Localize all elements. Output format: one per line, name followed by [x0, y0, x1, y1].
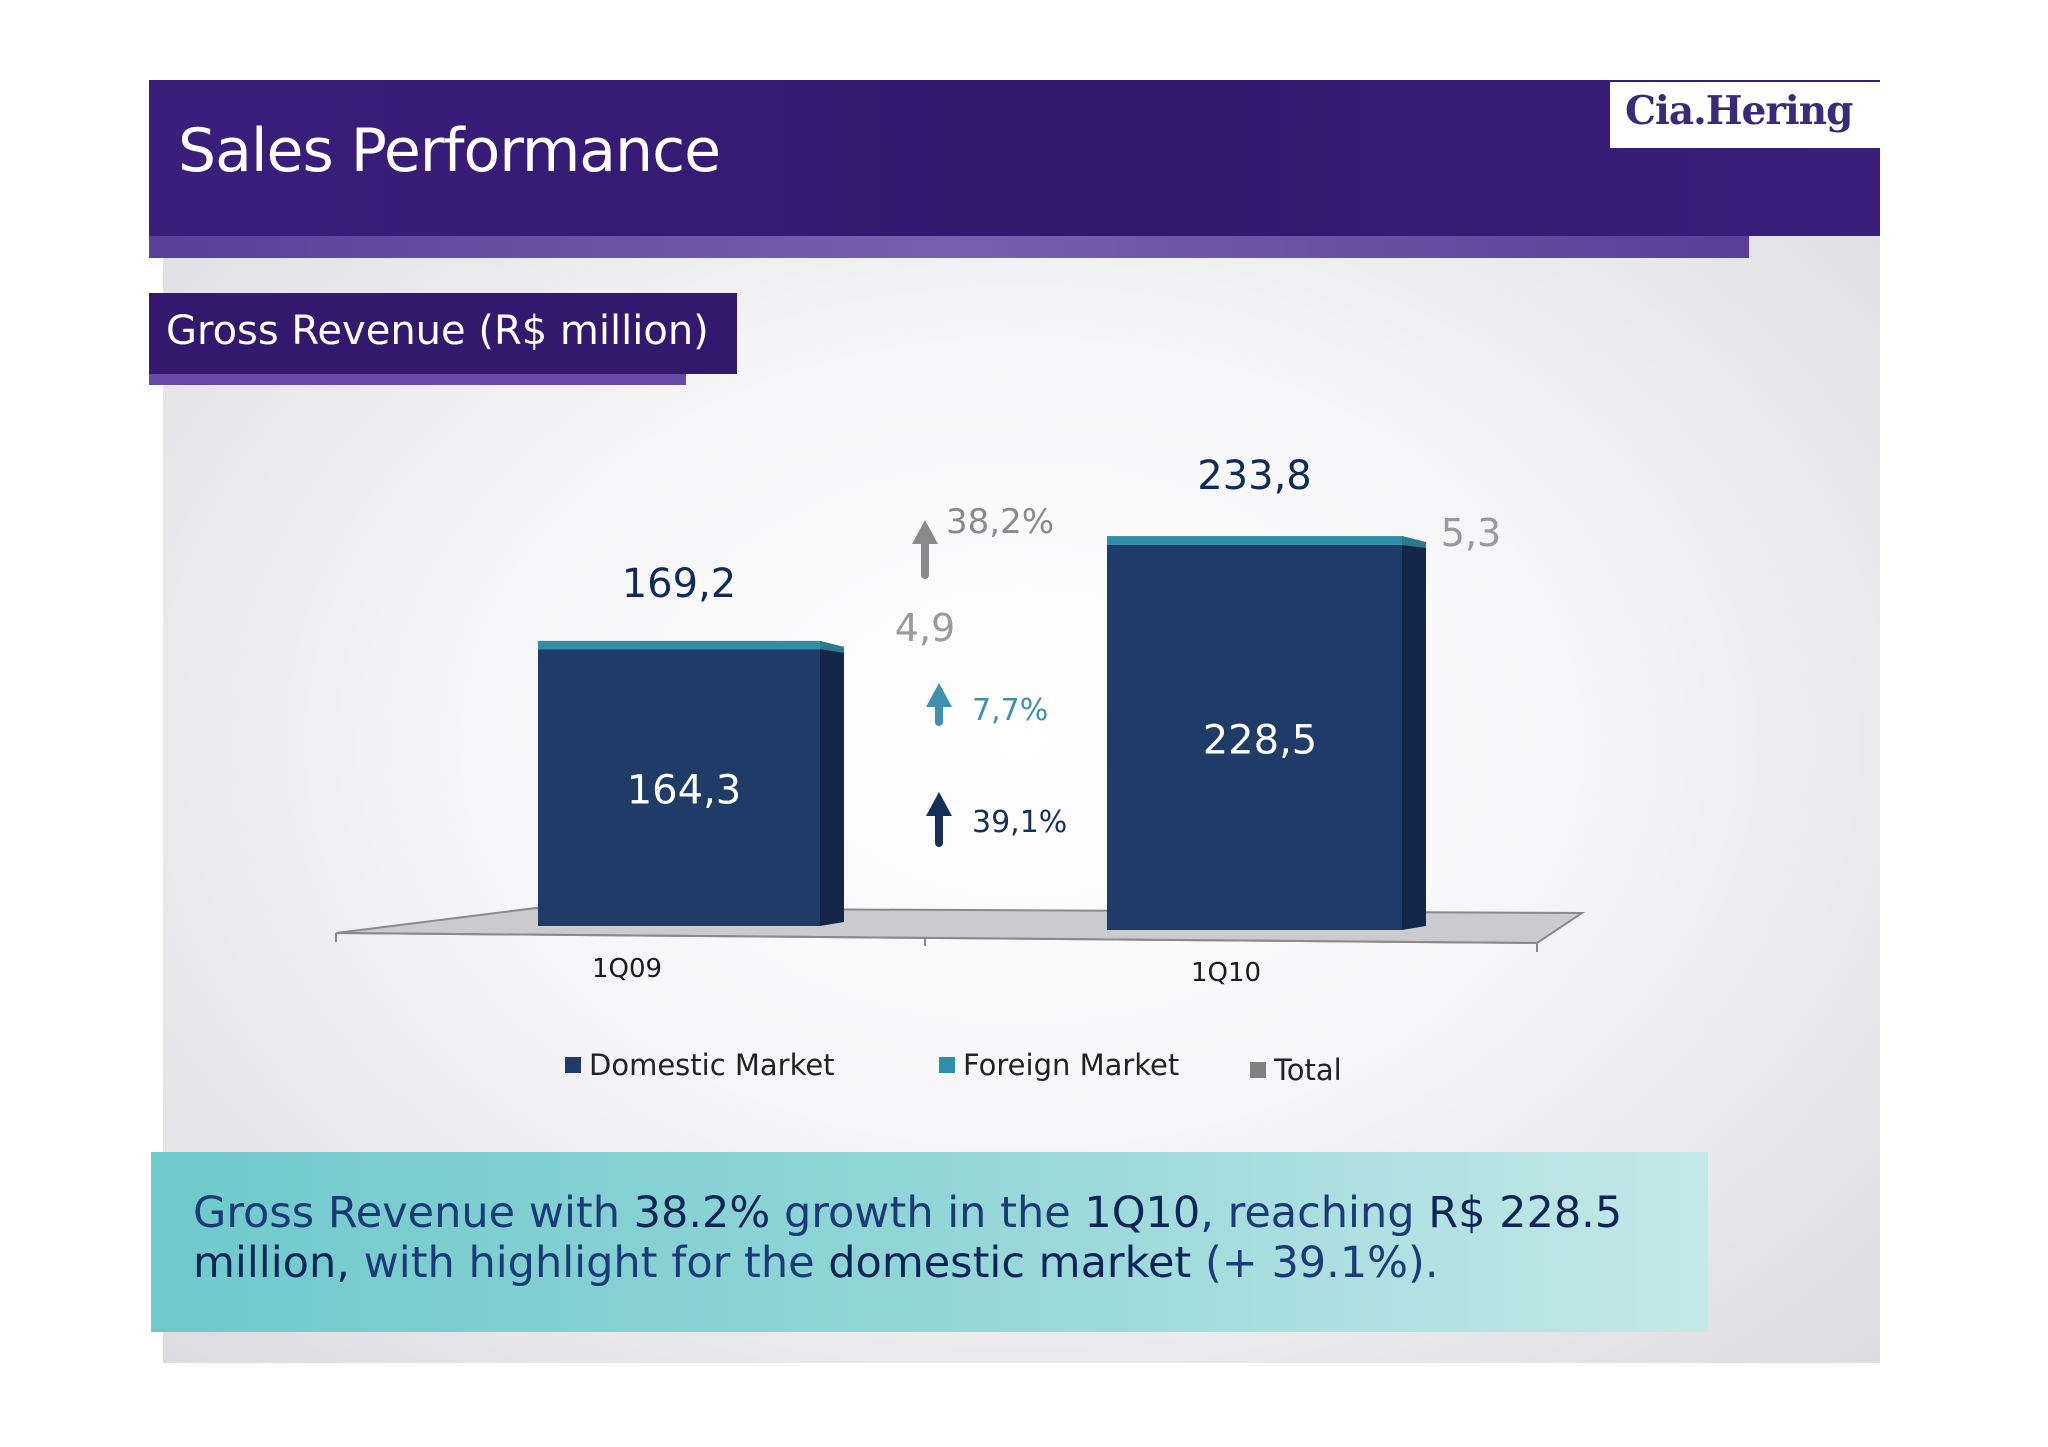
bar-foreign-side	[1402, 536, 1426, 549]
legend-foreign-label: Foreign Market	[963, 1048, 1180, 1082]
growth-label: 38,2%	[946, 502, 1054, 542]
bar-foreign	[1107, 536, 1402, 545]
summary-highlight: 38.2%	[633, 1188, 771, 1238]
legend-foreign-swatch	[939, 1057, 955, 1073]
page-title: Sales Performance	[178, 116, 721, 186]
summary-part: with highlight for the	[349, 1238, 829, 1288]
summary-highlight: R$ 228.5 million,	[193, 1188, 1623, 1288]
legend-domestic-swatch	[565, 1057, 581, 1073]
company-logo: Cia.Hering	[1625, 88, 1853, 134]
bar-domestic-value: 228,5	[1203, 717, 1318, 763]
bar-foreign	[538, 640, 820, 650]
legend-total-swatch	[1250, 1062, 1266, 1078]
bar-foreign-value: 5,3	[1441, 511, 1501, 555]
section-box	[149, 293, 737, 374]
bar-foreign-value: 4,9	[895, 606, 955, 650]
legend-domestic: Domestic Market	[565, 1048, 835, 1082]
legend-domestic-label: Domestic Market	[589, 1048, 835, 1082]
summary-text: Gross Revenue with 38.2% growth in the 1…	[193, 1188, 1673, 1288]
bar-foreign-side	[820, 640, 844, 653]
legend-total: Total	[1250, 1053, 1342, 1087]
bar-side-face	[1402, 536, 1426, 930]
summary-part: (+ 39.1%).	[1191, 1238, 1439, 1288]
bar-domestic-value: 164,3	[627, 768, 742, 814]
growth-arrow-head	[926, 792, 952, 816]
bar-side-face	[820, 640, 844, 926]
legend-total-label: Total	[1274, 1053, 1342, 1087]
bar-total-value: 169,2	[622, 561, 737, 607]
bar-domestic	[538, 649, 820, 926]
section-title-main: Gross Revenue	[166, 308, 466, 354]
growth-label: 39,1%	[972, 805, 1067, 840]
legend-foreign: Foreign Market	[939, 1048, 1179, 1082]
x-axis-line	[335, 932, 1538, 944]
header-band	[149, 80, 1880, 236]
logo-box	[1610, 82, 1890, 148]
growth-arrow-head	[912, 520, 938, 544]
summary-part: growth in the	[770, 1188, 1085, 1238]
growth-arrow-head	[926, 683, 952, 707]
summary-highlight: domestic market	[828, 1238, 1192, 1288]
growth-label: 7,7%	[972, 693, 1048, 728]
bar-total-value: 233,8	[1197, 453, 1312, 499]
summary-highlight: 1Q10	[1084, 1188, 1201, 1238]
x-tick-label: 1Q10	[1191, 958, 1261, 988]
header-stripe	[149, 236, 1749, 258]
bar-domestic	[1107, 544, 1402, 930]
summary-part: , reaching	[1200, 1188, 1429, 1238]
summary-part: Gross Revenue with	[193, 1188, 634, 1238]
summary-callout	[151, 1152, 1708, 1332]
section-title-unit: (R$ million)	[478, 308, 709, 354]
section-title: Gross Revenue (R$ million)	[166, 308, 709, 354]
x-tick-label: 1Q09	[592, 954, 662, 984]
